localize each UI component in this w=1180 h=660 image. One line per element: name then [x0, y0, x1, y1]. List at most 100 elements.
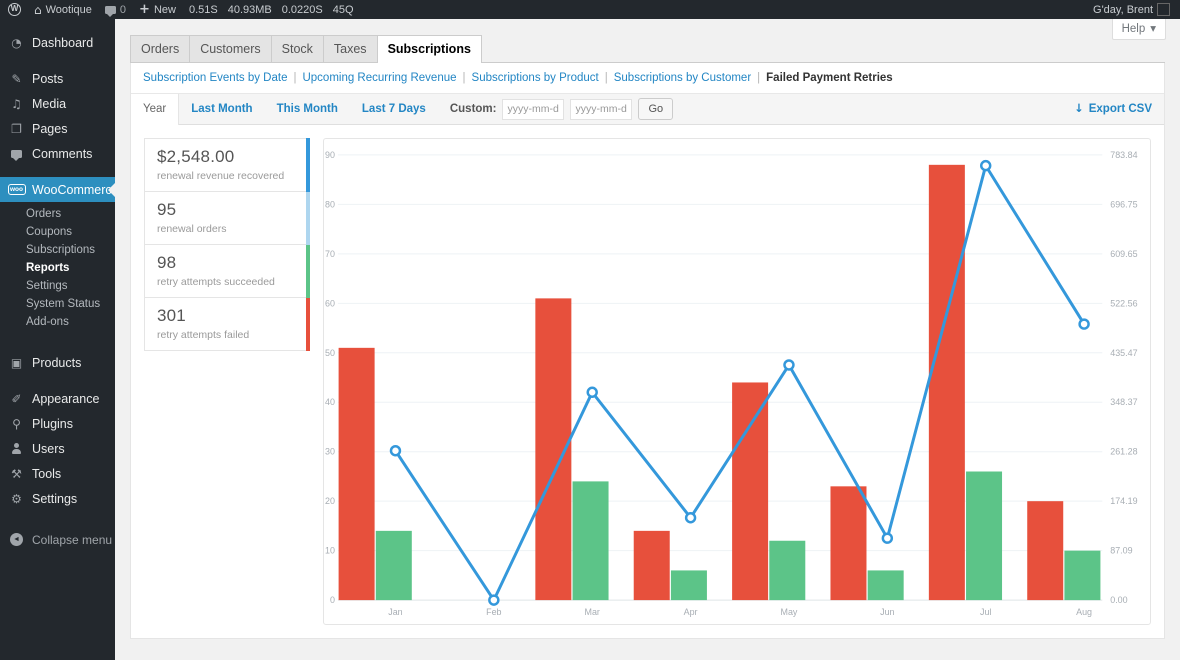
- sidebar-item-label: Pages: [32, 121, 68, 136]
- legend-value: $2,548.00: [157, 147, 235, 166]
- bar-retry-attempts-failed-jun[interactable]: [830, 486, 867, 601]
- sidebar-item-dashboard[interactable]: ◔ Dashboard: [0, 30, 115, 55]
- sidebar-item-label: Plugins: [32, 416, 73, 431]
- home-icon: ⌂: [34, 2, 42, 17]
- bar-retry-attempts-succeeded-jan[interactable]: [375, 530, 412, 601]
- legend-color-strip: [306, 298, 310, 351]
- sidebar-item-comments[interactable]: Comments: [0, 141, 115, 166]
- sidebar-item-pages[interactable]: ❐ Pages: [0, 116, 115, 141]
- custom-range-label: Custom:: [449, 103, 497, 115]
- sidebar-item-appearance[interactable]: ✐ Appearance: [0, 386, 115, 411]
- point-renewal-revenue-recovered-aug[interactable]: [1078, 318, 1090, 330]
- sidebar-subitem-coupons[interactable]: Coupons: [26, 226, 73, 238]
- left-axis-tick-90: 90: [325, 150, 335, 160]
- chart-legend: $2,548.00 renewal revenue recovered 95 rene…: [144, 138, 310, 351]
- go-button[interactable]: Go: [638, 98, 674, 120]
- bar-retry-attempts-failed-jul[interactable]: [928, 164, 965, 601]
- x-axis-label-jul: Jul: [980, 607, 991, 617]
- subnav-subscription-events-by-date[interactable]: Subscription Events by Date: [143, 72, 288, 84]
- point-renewal-revenue-recovered-jun[interactable]: [881, 532, 894, 544]
- qm-stat-1: 40.93MB: [227, 3, 272, 16]
- point-renewal-revenue-recovered-may[interactable]: [783, 359, 795, 371]
- sidebar-item-woocommerce[interactable]: woo WooCommerce: [0, 177, 115, 202]
- legend-retry-attempts-succeeded: 98 retry attempts succeeded: [144, 245, 310, 298]
- sidebar-subitem-reports[interactable]: Reports: [26, 262, 70, 274]
- tab-stock[interactable]: Stock: [270, 35, 324, 62]
- new-content-menu[interactable]: + New: [139, 3, 176, 16]
- account-menu[interactable]: G'day, Brent: [1093, 3, 1170, 16]
- menu-separator: [0, 375, 115, 386]
- bar-retry-attempts-failed-aug[interactable]: [1027, 501, 1064, 601]
- left-axis-tick-0: 0: [330, 595, 335, 605]
- qm-stat-3: 45Q: [332, 3, 354, 16]
- site-name: Wootique: [45, 3, 92, 16]
- bar-retry-attempts-succeeded-aug[interactable]: [1064, 550, 1101, 601]
- bar-retry-attempts-succeeded-mar[interactable]: [572, 481, 609, 601]
- legend-value: 301: [157, 306, 186, 325]
- legend-label: retry attempts failed: [157, 329, 250, 341]
- bar-retry-attempts-failed-apr[interactable]: [633, 530, 670, 601]
- date-from-input[interactable]: [502, 98, 565, 120]
- sidebar-item-products[interactable]: ▣ Products: [0, 350, 115, 375]
- tab-customers[interactable]: Customers: [189, 35, 272, 62]
- sidebar-item-posts[interactable]: ✎ Posts: [0, 66, 115, 91]
- new-label: New: [153, 3, 176, 16]
- right-axis-tick-4: 348.37: [1110, 397, 1137, 407]
- wp-logo[interactable]: W: [8, 3, 21, 16]
- products-icon: ▣: [10, 355, 23, 370]
- bar-retry-attempts-failed-jan[interactable]: [338, 347, 375, 601]
- point-renewal-revenue-recovered-jul[interactable]: [979, 159, 992, 172]
- report-tabs: Orders Customers Stock Taxes Subscriptions: [130, 35, 1165, 63]
- subnav-upcoming-recurring-revenue[interactable]: Upcoming Recurring Revenue: [302, 72, 457, 84]
- sidebar-item-tools[interactable]: ⚒ Tools: [0, 461, 115, 486]
- date-to-input[interactable]: [570, 98, 633, 120]
- subnav-subscriptions-by-product[interactable]: Subscriptions by Product: [471, 72, 599, 84]
- sidebar-item-settings[interactable]: ⚙ Settings: [0, 486, 115, 511]
- range-this-month[interactable]: This Month: [276, 103, 338, 115]
- left-axis-tick-30: 30: [325, 447, 335, 457]
- range-year[interactable]: Year: [131, 94, 180, 125]
- sidebar-subitem-orders[interactable]: Orders: [26, 208, 62, 220]
- site-name-menu[interactable]: ⌂ Wootique: [34, 4, 92, 16]
- sidebar-subitem-system-status[interactable]: System Status: [26, 298, 101, 310]
- subnav-separator: |: [604, 72, 608, 84]
- help-label: Help: [1121, 23, 1146, 35]
- point-renewal-revenue-recovered-mar[interactable]: [586, 386, 598, 398]
- users-icon: [11, 442, 23, 455]
- bar-retry-attempts-succeeded-may[interactable]: [769, 540, 806, 601]
- legend-color-strip: [306, 245, 310, 298]
- tools-icon: ⚒: [11, 466, 22, 481]
- legend-value: 95: [157, 200, 177, 219]
- bar-retry-attempts-succeeded-jul[interactable]: [966, 471, 1003, 601]
- tab-orders[interactable]: Orders: [130, 35, 191, 62]
- comments-shortcut[interactable]: 0: [104, 4, 126, 17]
- left-axis-tick-70: 70: [325, 249, 335, 259]
- point-renewal-revenue-recovered-jan[interactable]: [389, 445, 402, 457]
- tab-subscriptions[interactable]: Subscriptions: [376, 35, 482, 63]
- query-monitor-stats[interactable]: 0.51S 40.93MB 0.0220S 45Q: [189, 4, 354, 16]
- sidebar-subitem-settings[interactable]: Settings: [26, 280, 68, 292]
- sidebar-item-plugins[interactable]: ⚲ Plugins: [0, 411, 115, 436]
- sidebar-item-media[interactable]: ♫ Media: [0, 91, 115, 116]
- sidebar-item-users[interactable]: Users: [0, 436, 115, 461]
- bar-retry-attempts-succeeded-jun[interactable]: [867, 570, 904, 601]
- comments-icon: [11, 149, 22, 161]
- sidebar-subitem-add-ons[interactable]: Add-ons: [26, 316, 69, 328]
- range-toolbar: Year Last Month This Month Last 7 Days Cust…: [131, 93, 1164, 125]
- bar-retry-attempts-succeeded-apr[interactable]: [670, 570, 707, 601]
- subnav-subscriptions-by-customer[interactable]: Subscriptions by Customer: [613, 72, 752, 84]
- sidebar-subitem-subscriptions[interactable]: Subscriptions: [26, 244, 96, 256]
- settings-icon: ⚙: [11, 491, 22, 506]
- range-last-7-days[interactable]: Last 7 Days: [361, 103, 426, 115]
- sidebar-item-label: Users: [32, 441, 65, 456]
- x-axis-label-jun: Jun: [880, 607, 894, 617]
- export-csv-link[interactable]: ↓ Export CSV: [1062, 94, 1164, 124]
- bar-retry-attempts-failed-may[interactable]: [732, 382, 769, 601]
- point-renewal-revenue-recovered-feb[interactable]: [488, 594, 500, 606]
- point-renewal-revenue-recovered-apr[interactable]: [684, 512, 697, 524]
- range-last-month[interactable]: Last Month: [191, 103, 253, 115]
- help-button[interactable]: Help ▾: [1111, 19, 1166, 40]
- collapse-menu-button[interactable]: ◄ Collapse menu: [0, 527, 115, 552]
- subnav-separator: |: [462, 72, 466, 84]
- tab-taxes[interactable]: Taxes: [322, 35, 378, 62]
